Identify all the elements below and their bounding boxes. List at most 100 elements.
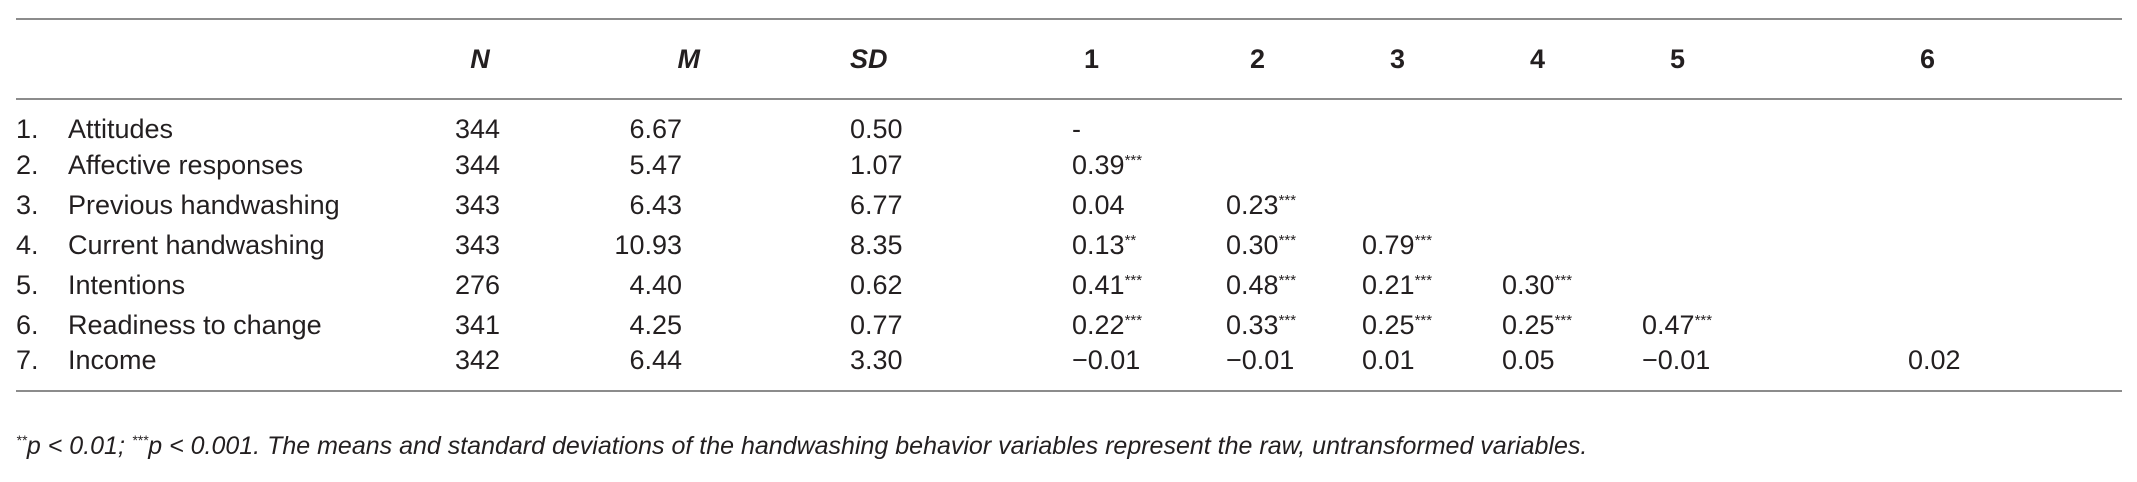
correlation-table-container: N M SD 1 2 3 4 5 6 1. Attitudes 344 6.67 0.5…: [16, 18, 2122, 392]
cell-corr-1: 0.13**: [968, 225, 1218, 265]
cell-corr-2: [1218, 145, 1358, 185]
footnote-sup-1: **: [16, 432, 27, 448]
footnote-text-2: p < 0.001. The means and standard deviat…: [148, 432, 1588, 460]
cell-m: 4.25: [629, 309, 682, 340]
corr-value: -: [1072, 114, 1081, 144]
corr-value: 0.21: [1362, 269, 1415, 300]
significance-marker: ***: [1414, 231, 1433, 249]
cell-sd: 0.62: [850, 269, 903, 300]
corr-value: 0.41: [1072, 269, 1125, 300]
cell-corr-2: 0.33***: [1218, 305, 1358, 345]
cell-corr-2: 0.23***: [1218, 185, 1358, 225]
corr-value: 0.30: [1226, 229, 1279, 260]
table-row: 7. Income 342 6.44 3.30 −0.01 −0.01 0.01 0.05 −0.…: [16, 345, 2122, 391]
cell-corr-6: [1780, 145, 2122, 185]
variable-label: Intentions: [68, 269, 186, 300]
header-sd: SD: [850, 43, 888, 74]
corr-value: 0.25: [1502, 309, 1555, 340]
significance-marker: ***: [1554, 311, 1573, 329]
header-m: M: [677, 43, 701, 74]
variable-label: Affective responses: [68, 149, 304, 180]
cell-corr-3: 0.01: [1358, 345, 1498, 391]
table-row: 6. Readiness to change 341 4.25 0.77 0.22*** 0…: [16, 305, 2122, 345]
table-footnote: **p < 0.01; ***p < 0.001. The means and …: [16, 432, 1587, 461]
cell-corr-1: 0.04: [968, 185, 1218, 225]
cell-sd: 8.35: [850, 229, 903, 260]
header-col-2: 2: [1250, 43, 1266, 74]
cell-corr-5: [1638, 185, 1780, 225]
row-number: 4.: [16, 229, 39, 260]
significance-marker: ***: [1124, 311, 1143, 329]
cell-corr-6: [1780, 305, 2122, 345]
variable-label: Previous handwashing: [68, 189, 340, 220]
header-col-3: 3: [1390, 43, 1406, 74]
significance-marker: ***: [1278, 271, 1297, 289]
cell-sd: 0.77: [850, 309, 903, 340]
cell-corr-5: 0.47***: [1638, 305, 1780, 345]
header-col-5: 5: [1670, 43, 1686, 74]
cell-corr-2: 0.30***: [1218, 225, 1358, 265]
variable-label: Readiness to change: [68, 309, 322, 340]
cell-sd: 1.07: [850, 149, 903, 180]
variable-label: Attitudes: [68, 114, 174, 144]
cell-n: 344: [454, 149, 500, 180]
row-number: 1.: [16, 114, 39, 144]
table-body: 1. Attitudes 344 6.67 0.50 - 2. Affective respo…: [16, 99, 2122, 391]
cell-corr-1: 0.22***: [968, 305, 1218, 345]
row-number: 2.: [16, 149, 39, 180]
cell-m: 5.47: [629, 149, 682, 180]
cell-corr-2: 0.48***: [1218, 265, 1358, 305]
corr-value: 0.25: [1362, 309, 1415, 340]
significance-marker: ***: [1124, 151, 1143, 169]
significance-marker: ***: [1554, 271, 1573, 289]
cell-corr-6: [1780, 185, 2122, 225]
corr-value: 0.48: [1226, 269, 1279, 300]
cell-corr-5: −0.01: [1638, 345, 1780, 391]
cell-corr-1: 0.39***: [968, 145, 1218, 185]
cell-m: 6.44: [629, 345, 682, 375]
cell-corr-5: [1638, 99, 1780, 145]
table-row: 3. Previous handwashing 343 6.43 6.77 0.04 0.2…: [16, 185, 2122, 225]
corr-value: 0.39: [1072, 149, 1125, 180]
cell-m: 4.40: [629, 269, 682, 300]
corr-value: 0.01: [1362, 345, 1415, 375]
row-number: 7.: [16, 345, 39, 375]
cell-n: 341: [454, 309, 500, 340]
cell-corr-4: [1498, 145, 1638, 185]
cell-n: 342: [454, 345, 500, 375]
cell-m: 6.43: [629, 189, 682, 220]
corr-value: 0.47: [1642, 309, 1695, 340]
row-number: 5.: [16, 269, 39, 300]
significance-marker: ***: [1124, 271, 1143, 289]
corr-value: 0.33: [1226, 309, 1279, 340]
cell-corr-4: 0.30***: [1498, 265, 1638, 305]
cell-corr-2: [1218, 99, 1358, 145]
corr-value: 0.05: [1502, 345, 1555, 375]
cell-corr-5: [1638, 225, 1780, 265]
cell-sd: 3.30: [850, 345, 903, 375]
header-empty-num: [16, 19, 68, 99]
cell-corr-6: [1780, 225, 2122, 265]
cell-corr-3: [1358, 99, 1498, 145]
correlation-table: N M SD 1 2 3 4 5 6 1. Attitudes 344 6.67 0.5…: [16, 18, 2122, 392]
corr-value: 0.23: [1226, 189, 1279, 220]
cell-corr-5: [1638, 145, 1780, 185]
cell-m: 10.93: [614, 229, 682, 260]
cell-corr-2: −0.01: [1218, 345, 1358, 391]
header-n: N: [470, 43, 490, 74]
cell-corr-1: 0.41***: [968, 265, 1218, 305]
corr-value: −0.01: [1072, 345, 1141, 375]
row-number: 6.: [16, 309, 39, 340]
significance-marker: ***: [1278, 231, 1297, 249]
cell-corr-3: 0.21***: [1358, 265, 1498, 305]
header-col-4: 4: [1530, 43, 1546, 74]
significance-marker: **: [1124, 231, 1137, 249]
table-row: 5. Intentions 276 4.40 0.62 0.41*** 0.48*** 0.2…: [16, 265, 2122, 305]
cell-corr-1: -: [968, 99, 1218, 145]
cell-m: 6.67: [629, 114, 682, 144]
cell-sd: 0.50: [850, 114, 903, 144]
cell-corr-6: [1780, 265, 2122, 305]
cell-corr-4: [1498, 99, 1638, 145]
cell-n: 344: [454, 114, 500, 144]
header-col-6: 6: [1920, 43, 1936, 74]
